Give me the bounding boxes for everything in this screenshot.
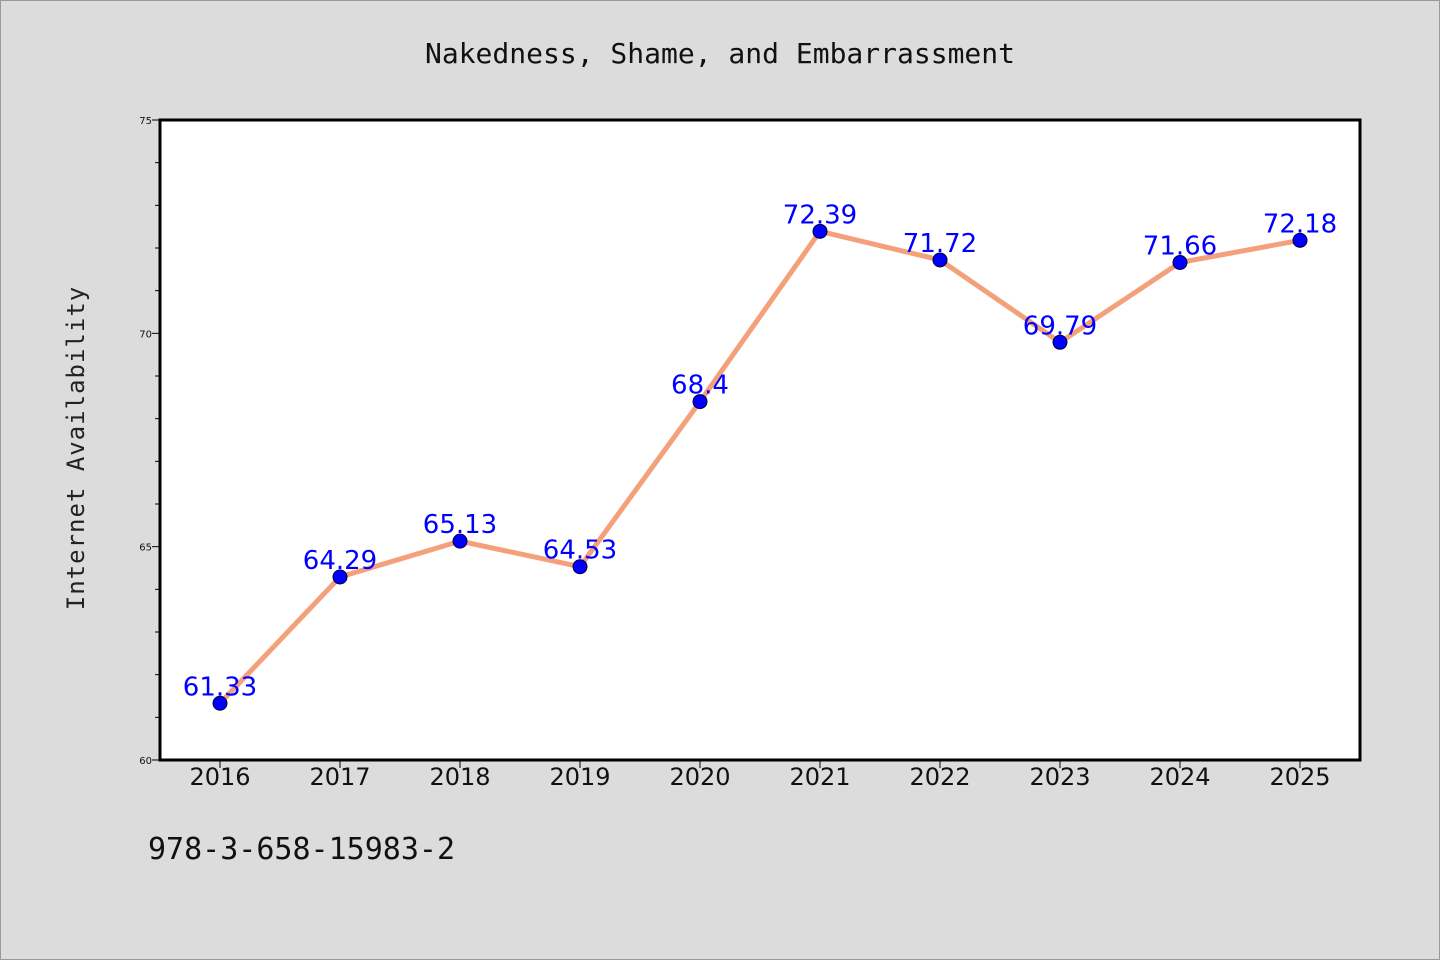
data-point xyxy=(572,559,588,575)
x-tick-label: 2017 xyxy=(309,763,370,791)
y-tick-label: 75 xyxy=(139,116,152,127)
data-label: 72.39 xyxy=(783,200,857,230)
series-layer: 61.33 64.29 65.13 64.53 68.4 72.39 71.72 69.79 7… xyxy=(183,200,1337,711)
isbn-text: 978-3-658-15983-2 xyxy=(148,832,456,867)
data-label: 69.79 xyxy=(1023,311,1097,341)
x-tick-label: 2023 xyxy=(1029,763,1090,791)
data-label: 72.18 xyxy=(1263,209,1337,239)
y-tick-label: 60 xyxy=(139,756,152,767)
data-label: 65.13 xyxy=(423,510,497,540)
chart-title: Nakedness, Shame, and Embarrassment xyxy=(425,37,1015,70)
series-line xyxy=(217,228,1303,706)
data-label: 71.72 xyxy=(903,229,977,259)
x-tick-label: 2016 xyxy=(189,763,250,791)
data-point xyxy=(212,695,228,711)
x-tick-label: 2019 xyxy=(549,763,610,791)
data-label: 61.33 xyxy=(183,672,257,702)
plot-area xyxy=(158,118,1362,762)
data-point xyxy=(1172,255,1188,271)
data-point xyxy=(692,394,708,410)
data-label: 68.4 xyxy=(671,371,729,401)
x-tick-label: 2022 xyxy=(909,763,970,791)
axis-ticks: 60 65 70 75 2016 2017 2018 2019 2020 2021 2022 2023… xyxy=(139,116,1330,791)
x-tick-label: 2024 xyxy=(1149,763,1210,791)
data-label: 64.29 xyxy=(303,546,377,576)
y-tick-label: 70 xyxy=(139,329,152,340)
data-point xyxy=(332,569,348,585)
data-point xyxy=(932,252,948,268)
data-point xyxy=(812,223,828,239)
y-tick-label: 65 xyxy=(139,543,152,554)
y-axis-label: Internet Availability xyxy=(62,286,90,610)
data-label: 64.53 xyxy=(543,536,617,566)
x-tick-label: 2025 xyxy=(1269,763,1330,791)
data-point xyxy=(1052,334,1068,350)
x-tick-label: 2018 xyxy=(429,763,490,791)
data-label: 71.66 xyxy=(1143,232,1217,262)
data-point xyxy=(452,533,468,549)
x-tick-label: 2020 xyxy=(669,763,730,791)
data-point xyxy=(1292,232,1308,248)
x-tick-label: 2021 xyxy=(789,763,850,791)
